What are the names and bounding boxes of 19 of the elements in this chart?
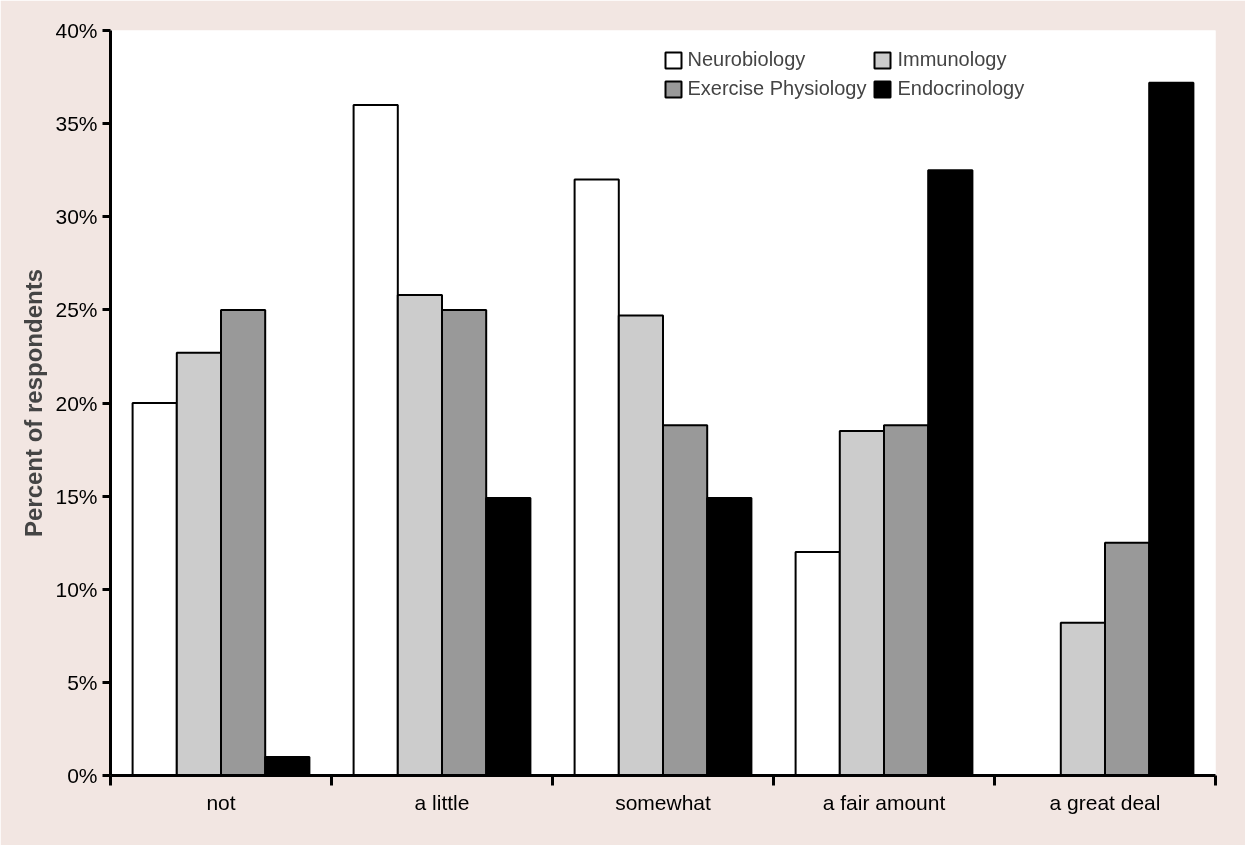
x-tick-label: a little <box>414 790 470 814</box>
y-tick-label: 35% <box>55 112 98 136</box>
y-tick-label: 0% <box>67 764 98 787</box>
x-tick-label: somewhat <box>615 790 712 814</box>
legend-label: Neurobiology <box>687 48 806 71</box>
y-tick-label: 40% <box>55 19 98 42</box>
x-tick-label: not <box>206 790 236 814</box>
y-tick-label: 15% <box>55 484 98 508</box>
y-tick-label: 25% <box>55 298 98 322</box>
x-tick-label: a fair amount <box>822 790 946 814</box>
y-tick-label: 30% <box>55 205 98 229</box>
x-tick-label: a great deal <box>1049 790 1161 814</box>
legend-label: Immunology <box>897 48 1007 71</box>
y-tick-label: 5% <box>67 670 98 694</box>
y-tick-label: 10% <box>55 577 98 601</box>
legend-label: Endocrinology <box>897 77 1025 100</box>
y-tick-label: 20% <box>55 391 98 415</box>
y-axis-title: Percent of respondents <box>20 268 48 538</box>
legend-label: Exercise Physiology <box>687 77 867 100</box>
